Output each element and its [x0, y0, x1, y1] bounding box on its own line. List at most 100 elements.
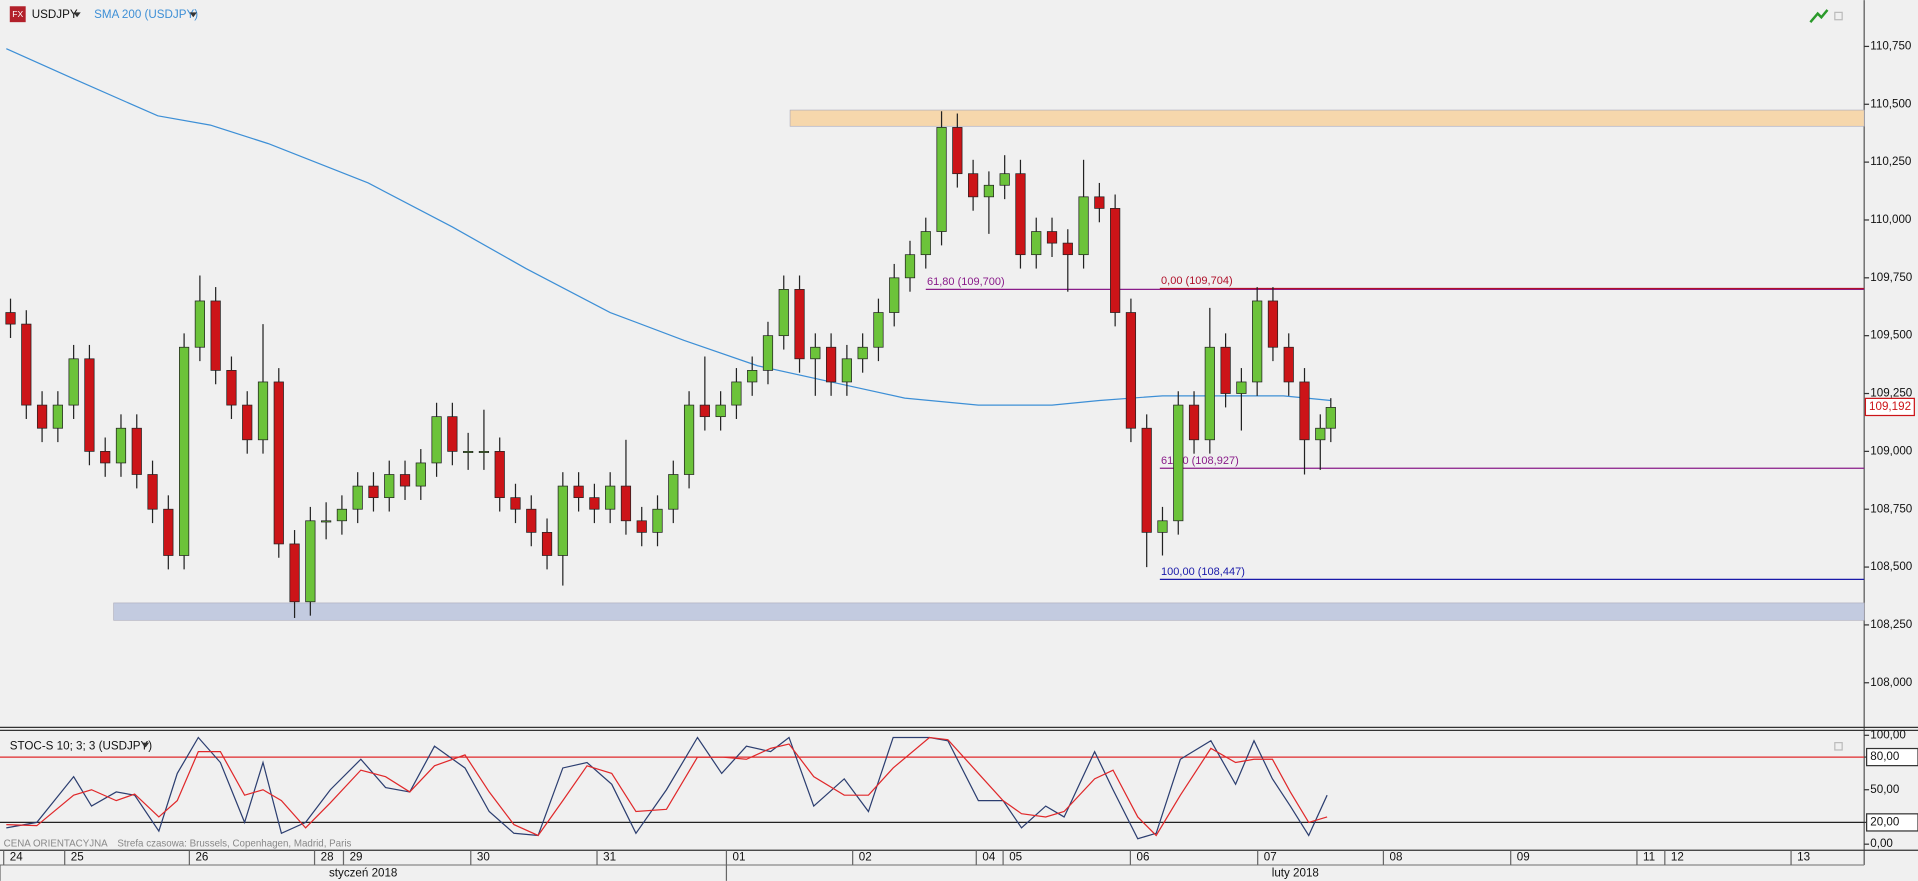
candle-body — [147, 474, 158, 510]
dropdown-arrow[interactable] — [73, 12, 81, 18]
candle-body — [36, 404, 48, 429]
candle-body — [541, 531, 553, 556]
candle-body — [5, 312, 16, 325]
candle-body — [889, 277, 900, 313]
candle-body — [825, 346, 837, 383]
candle-body — [652, 508, 663, 533]
y-tick-label: 0,00 — [1870, 837, 1893, 850]
candle-body — [352, 485, 363, 510]
y-tick-label: 108,500 — [1870, 560, 1912, 573]
stoch-line — [6, 736, 1328, 837]
indicator-legend[interactable]: SMA 200 (USDJPY) — [94, 8, 198, 21]
y-tick-label: 109,250 — [1870, 387, 1912, 400]
candle-body — [620, 485, 632, 522]
candle-body — [1173, 404, 1184, 522]
dropdown-arrow[interactable] — [141, 742, 150, 748]
candle-body — [1325, 407, 1336, 429]
candle-body — [1031, 231, 1042, 256]
candle-body — [510, 497, 521, 510]
fib-label: 0,00 (109,704) — [1161, 275, 1233, 287]
candle-body — [873, 312, 884, 348]
y-tick-label: 110,250 — [1870, 155, 1911, 168]
y-tick-label: 110,500 — [1870, 97, 1911, 110]
trend-icon[interactable] — [1809, 9, 1829, 23]
window-icon[interactable] — [1834, 742, 1843, 751]
candle-body — [194, 300, 205, 348]
candle-body — [999, 173, 1010, 186]
x-tick-label: 07 — [1264, 851, 1277, 864]
x-tick-label: 06 — [1137, 851, 1150, 864]
x-tick-label: 30 — [477, 851, 490, 864]
candle-body — [1315, 427, 1326, 441]
sma-line — [6, 48, 1331, 406]
candle-body — [936, 127, 947, 232]
candle-body — [1125, 312, 1137, 429]
candle-body — [305, 520, 316, 603]
candle-body — [1015, 173, 1026, 256]
candle-body — [289, 543, 300, 603]
candle-body — [399, 474, 411, 487]
candle-body — [731, 381, 742, 406]
candle-body — [983, 184, 994, 198]
x-tick-label: 31 — [603, 851, 616, 864]
stoch-line — [6, 736, 1328, 840]
fib-label: 61,80 (109,700) — [927, 276, 1005, 288]
x-tick-label: 01 — [733, 851, 746, 864]
candle-body — [431, 416, 442, 464]
candle-body — [1267, 300, 1279, 348]
candle-body — [1299, 381, 1310, 441]
candle-body — [810, 346, 821, 360]
candle-body — [683, 404, 695, 475]
y-tick-label: 108,000 — [1870, 676, 1912, 689]
last-price-box — [1864, 397, 1915, 417]
symbol[interactable]: USDJPY — [32, 8, 78, 21]
y-tick-label: 80,00 — [1870, 750, 1899, 763]
candle-body — [715, 404, 726, 418]
candle-body — [699, 404, 710, 418]
candle-body — [84, 358, 95, 452]
candle-body — [526, 508, 537, 533]
y-tick-label: 110,750 — [1870, 39, 1911, 52]
fib-label: 61,80 (108,927) — [1161, 455, 1239, 467]
candle-body — [1236, 381, 1247, 394]
candle-body — [210, 300, 221, 371]
month-label: styczeń 2018 — [329, 867, 397, 880]
candle-body — [68, 358, 79, 406]
candle-body — [920, 231, 931, 256]
candle-body — [163, 508, 174, 556]
x-tick-label: 05 — [1009, 851, 1022, 864]
candle-body — [368, 485, 379, 499]
candle-body — [904, 254, 916, 279]
stoch-title[interactable]: STOC-S 10; 3; 3 (USDJPY) — [10, 739, 152, 752]
x-tick-label: 28 — [321, 851, 334, 864]
y-tick-label: 110,000 — [1870, 213, 1911, 226]
candle-body — [384, 474, 395, 499]
candle-body — [968, 173, 979, 198]
y-tick-label: 20,00 — [1870, 815, 1899, 828]
candle-body — [747, 370, 758, 383]
candle-body — [1283, 346, 1294, 383]
timezone: Strefa czasowa: Brussels, Copenhagen, Ma… — [117, 839, 351, 850]
x-tick-label: 24 — [10, 851, 23, 864]
candle-body — [636, 520, 647, 533]
candle-body — [242, 404, 253, 441]
window-icon[interactable] — [1834, 11, 1843, 21]
fx-icon-text: FX — [12, 9, 23, 19]
zone — [789, 109, 1865, 127]
candle-body — [131, 427, 142, 475]
candle-body — [1188, 404, 1200, 441]
dropdown-arrow[interactable] — [189, 12, 197, 18]
y-tick-label: 108,250 — [1870, 618, 1912, 631]
candle-body — [589, 497, 600, 510]
candle-body — [573, 485, 584, 499]
fx-icon[interactable] — [9, 6, 26, 23]
last-price-label: 109,192 — [1869, 400, 1911, 413]
candle-body — [52, 404, 63, 429]
candle-body — [1094, 196, 1105, 209]
candle-body — [1157, 520, 1168, 533]
candle-body — [1110, 208, 1121, 313]
y-tick-label: 100,00 — [1870, 728, 1906, 741]
candle-body — [1220, 346, 1231, 394]
candle-body — [179, 346, 190, 556]
